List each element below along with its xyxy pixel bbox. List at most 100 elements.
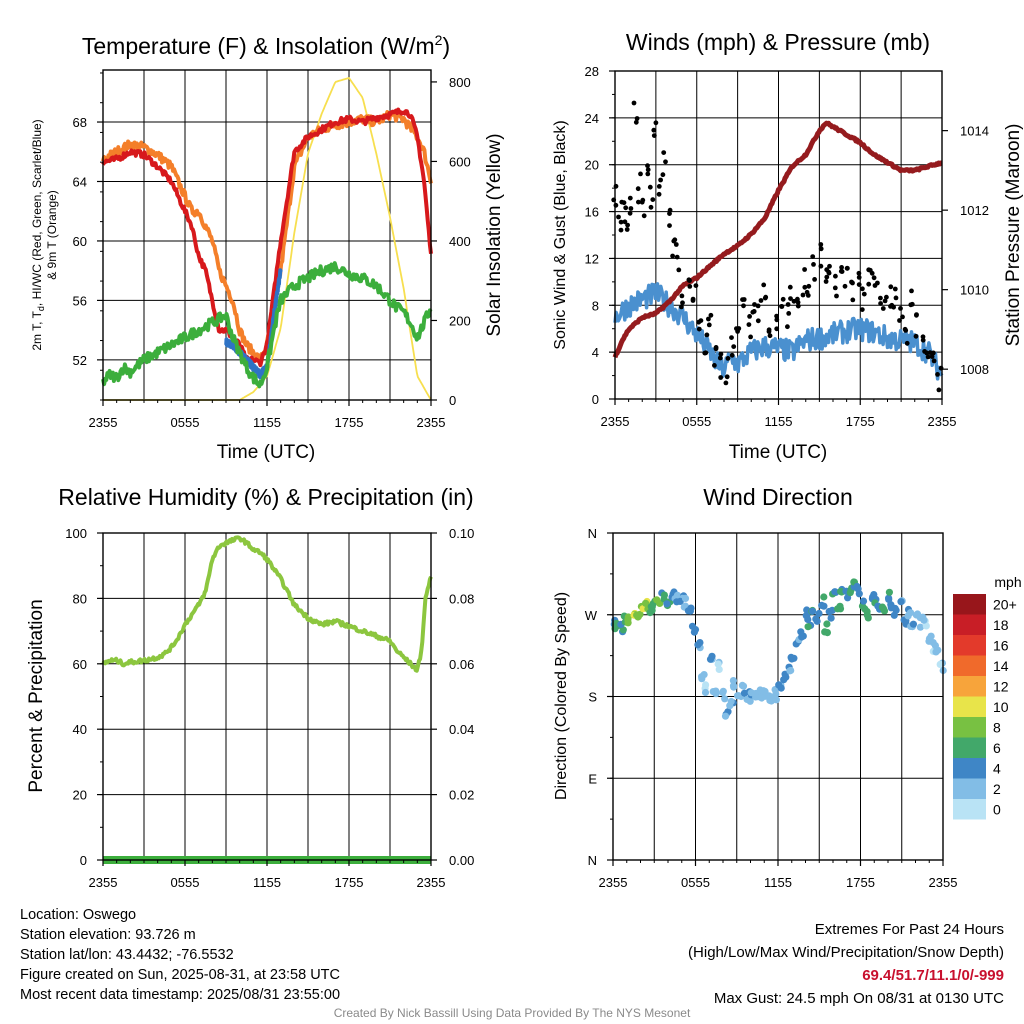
wind-direction-point	[729, 677, 738, 685]
y-tick-label: 56	[73, 293, 87, 308]
y-right-tick-label: 0.10	[449, 526, 474, 541]
x-tick-label: 1755	[335, 875, 364, 890]
speed-colorbar: mph 0 2 4 6 8 10 12 14 16 18 20+	[953, 574, 1022, 820]
wind-direction-point	[804, 623, 812, 631]
gust-point	[866, 281, 872, 287]
wind-direction-point	[820, 593, 828, 601]
x-tick-label: 1155	[765, 414, 793, 429]
x-tick-label: 1155	[764, 875, 792, 890]
gust-point	[622, 219, 628, 225]
colorbar-level-label: 10	[993, 699, 1009, 715]
gust-point	[897, 318, 902, 323]
gust-point	[785, 302, 791, 307]
y-tick-label: E	[588, 771, 597, 786]
gust-point	[625, 222, 630, 228]
gust-point	[708, 312, 714, 318]
wind-direction-point	[759, 687, 768, 695]
wind-direction-point	[863, 607, 871, 616]
x-tick-label: 2355	[929, 875, 958, 890]
gust-point	[787, 284, 793, 290]
panel2-xlabel: Time (UTC)	[729, 442, 828, 463]
gust-point	[850, 297, 856, 303]
gust-point	[623, 205, 629, 211]
gust-point	[802, 267, 807, 272]
y-tick-label: S	[588, 690, 597, 705]
gust-point	[898, 306, 903, 311]
wind-direction-point	[696, 639, 704, 647]
gust-point	[774, 313, 779, 319]
gust-point	[826, 270, 832, 276]
gust-point	[713, 345, 719, 350]
gust-point	[616, 214, 621, 220]
gust-point	[648, 204, 654, 210]
colorbar-swatch	[953, 799, 986, 820]
gust-point	[774, 326, 780, 332]
humidity-precipitation-panel: Relative Humidity (%) & Precipitation (i…	[26, 484, 474, 890]
y-right-tick-label: 800	[449, 75, 471, 90]
wind-direction-point	[767, 693, 775, 702]
y-right-tick-label: 600	[449, 154, 471, 169]
wind-direction-point	[859, 597, 868, 605]
panel4-title: Wind Direction	[703, 484, 853, 510]
wind-direction-point	[934, 646, 942, 654]
colorbar-swatch	[953, 655, 986, 676]
wind-direction-point	[772, 696, 781, 704]
gust-point	[741, 297, 747, 302]
colorbar-swatch	[953, 696, 986, 717]
y-tick-label: 24	[585, 111, 599, 126]
wind-direction-point	[727, 697, 735, 706]
wind-direction-point	[780, 676, 788, 684]
gust-point	[687, 284, 693, 289]
gust-point	[925, 354, 931, 360]
y-right-tick-label: 1014	[960, 124, 989, 139]
gust-point	[875, 280, 880, 286]
wind-direction-point	[642, 599, 650, 607]
x-tick-label: 2355	[89, 415, 118, 430]
gust-point	[729, 352, 735, 358]
gust-point	[672, 237, 678, 243]
gust-point	[746, 322, 752, 327]
gust-point	[824, 274, 830, 280]
wind-direction-point	[897, 598, 905, 606]
gust-point	[871, 275, 877, 281]
colorbar-swatch	[953, 778, 986, 799]
gust-point	[661, 150, 667, 156]
wind-direction-point	[821, 628, 829, 636]
gust-point	[827, 263, 832, 269]
y-tick-label: 20	[585, 158, 599, 173]
wind-direction-point	[836, 605, 845, 613]
gust-point	[718, 375, 724, 380]
panel3-grid	[103, 533, 431, 860]
extremes-info: Extremes For Past 24 Hours (High/Low/Max…	[688, 918, 1004, 1010]
elevation-text: Station elevation: 93.726 m	[20, 927, 196, 943]
x-tick-label: 1755	[846, 414, 875, 429]
gust-point	[696, 319, 702, 325]
y-right-tick-label: 0.08	[449, 591, 474, 606]
wind-direction-point	[831, 588, 839, 596]
y-tick-label: 60	[73, 657, 87, 672]
wind-direction-point	[691, 626, 700, 634]
credit-text: Created By Nick Bassill Using Data Provi…	[333, 1006, 691, 1020]
gust-point	[621, 200, 627, 206]
x-tick-label: 1155	[253, 875, 281, 890]
panel1-xlabel: Time (UTC)	[217, 442, 316, 463]
dewpoint-line	[101, 261, 433, 389]
y-tick-label: 64	[73, 174, 87, 189]
gust-point	[810, 254, 816, 259]
gust-point	[618, 219, 624, 225]
x-tick-label: 2355	[89, 875, 118, 890]
sonic-wind-line	[613, 282, 944, 381]
gust-point	[656, 191, 662, 197]
gust-point	[633, 119, 639, 125]
x-tick-label: 2355	[417, 875, 446, 890]
gust-point	[786, 311, 792, 316]
y-right-tick-label: 0.00	[449, 853, 474, 868]
gust-point	[755, 318, 761, 324]
panel3-title: Relative Humidity (%) & Precipitation (i…	[58, 484, 473, 510]
gust-point	[613, 202, 619, 208]
wind-direction-point	[804, 615, 812, 624]
gust-point	[920, 334, 926, 340]
gust-point	[931, 358, 937, 364]
panel2-ticks: 0 4 8 12 16 20 24 28 2355 0555 1155 1755 2355 1008 101…	[585, 64, 989, 429]
panel1-ylabel: 2m T, Td, HI/WC (Red, Green, Scarlet/Blu…	[30, 119, 46, 350]
